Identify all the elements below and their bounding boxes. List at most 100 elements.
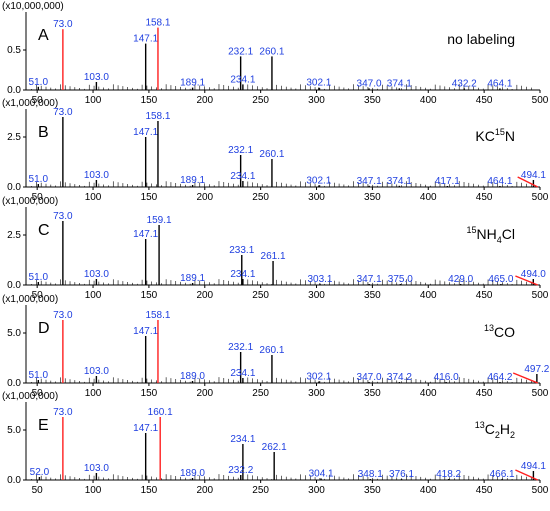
peak-label-464.1: 464.1 — [487, 78, 512, 89]
x-tick-label: 350 — [364, 290, 381, 301]
x-tick-label: 300 — [308, 95, 325, 106]
peak-label-189.1: 189.1 — [180, 78, 205, 89]
x-tick-label: 350 — [364, 485, 381, 496]
x-tick-label: 100 — [85, 388, 102, 399]
peak-label-232.2: 232.2 — [228, 465, 253, 476]
peak-label-465.0: 465.0 — [488, 274, 513, 285]
x-tick-label: 50 — [32, 192, 44, 203]
peak-label-232.1: 232.1 — [228, 342, 253, 353]
x-tick-label: 450 — [476, 290, 493, 301]
x-tick-label: 450 — [476, 192, 493, 203]
x-tick-label: 350 — [364, 388, 381, 399]
peak-label-234.1: 234.1 — [230, 74, 255, 85]
peak-label-160.1: 160.1 — [148, 407, 173, 418]
peak-label-147.1: 147.1 — [133, 326, 158, 337]
y-tick-label: 0.0 — [7, 182, 21, 193]
peak-label-147.1: 147.1 — [133, 34, 158, 45]
peak-label-262.1: 262.1 — [262, 442, 287, 453]
x-tick-label: 400 — [420, 485, 437, 496]
peak-label-376.1: 376.1 — [389, 469, 414, 480]
x-tick-label: 250 — [252, 388, 269, 399]
peak-label-51.0: 51.0 — [29, 370, 49, 381]
x-tick-label: 50 — [32, 485, 44, 496]
peak-label-234.1: 234.1 — [230, 368, 255, 379]
x-tick-label: 500 — [532, 95, 549, 106]
labeling-annotation: 13CO — [484, 323, 515, 340]
panel-letter: B — [38, 124, 49, 141]
baseline-noise — [31, 84, 532, 90]
peak-label-494.0: 494.0 — [521, 269, 546, 280]
x-tick-label: 100 — [85, 192, 102, 203]
x-tick-label: 150 — [141, 192, 158, 203]
baseline-noise — [31, 474, 532, 480]
y-scale-label: (x10,000,000) — [2, 1, 64, 12]
x-tick-label: 500 — [532, 485, 549, 496]
x-tick-label: 500 — [532, 290, 549, 301]
red-trend-line — [512, 372, 539, 384]
baseline-noise — [31, 181, 532, 187]
x-tick-label: 300 — [308, 192, 325, 203]
x-tick-label: 450 — [476, 95, 493, 106]
peak-label-51.0: 51.0 — [29, 77, 49, 88]
y-scale-label: (x1,000,000) — [2, 196, 58, 207]
peak-label-103.0: 103.0 — [84, 72, 109, 83]
y-tick-label: 0.0 — [7, 85, 21, 96]
panel-letter: A — [38, 27, 49, 44]
peak-label-303.1: 303.1 — [307, 274, 332, 285]
peak-label-73.0: 73.0 — [53, 19, 73, 30]
peak-label-466.1: 466.1 — [490, 469, 515, 480]
x-tick-label: 200 — [196, 290, 213, 301]
peak-label-234.1: 234.1 — [230, 171, 255, 182]
x-tick-label: 100 — [85, 290, 102, 301]
peak-label-347.0: 347.0 — [357, 78, 382, 89]
y-scale-label: (x1,000,000) — [2, 294, 58, 305]
peak-label-234.1: 234.1 — [230, 269, 255, 280]
panel-letter: E — [38, 417, 49, 434]
y-tick-label: 2.5 — [7, 230, 21, 241]
x-tick-label: 250 — [252, 95, 269, 106]
x-tick-label: 50 — [32, 388, 44, 399]
peak-label-347.1: 347.1 — [357, 176, 382, 187]
peak-label-302.1: 302.1 — [306, 372, 331, 383]
spectrum-panel-b: (x1,000,000) 0.0 2.5 50 100 150 200 250 300 350 40… — [2, 98, 549, 203]
y-tick-label: 0.0 — [7, 378, 21, 389]
x-tick-label: 100 — [85, 485, 102, 496]
peak-label-464.2: 464.2 — [487, 372, 512, 383]
x-tick-label: 250 — [252, 485, 269, 496]
peak-label-147.1: 147.1 — [133, 127, 158, 138]
x-tick-label: 300 — [308, 290, 325, 301]
labeling-annotation: KC15N — [475, 127, 515, 144]
peak-label-347.1: 347.1 — [357, 274, 382, 285]
spectrum-panel-d: (x1,000,000) 0.0 5.0 50 100 150 200 250 300 350 40… — [2, 294, 550, 399]
baseline-noise — [31, 377, 532, 383]
peak-label-158.1: 158.1 — [145, 18, 170, 29]
x-tick-label: 200 — [196, 388, 213, 399]
peak-label-260.1: 260.1 — [259, 345, 284, 356]
peak-label-416.0: 416.0 — [434, 372, 459, 383]
peak-label-189.1: 189.1 — [180, 175, 205, 186]
x-tick-label: 150 — [141, 95, 158, 106]
spectrum-panel-a: (x10,000,000) 0.0 0.5 50 100 150 200 250 300 350 4… — [2, 1, 549, 106]
x-tick-label: 50 — [32, 290, 44, 301]
peak-label-73.0: 73.0 — [53, 310, 73, 321]
peak-label-232.1: 232.1 — [228, 46, 253, 57]
peak-label-494.1: 494.1 — [521, 461, 546, 472]
peak-label-51.0: 51.0 — [29, 174, 49, 185]
y-scale-label: (x1,000,000) — [2, 98, 58, 109]
peak-label-234.1: 234.1 — [230, 434, 255, 445]
peak-label-418.2: 418.2 — [436, 469, 461, 480]
peak-label-302.1: 302.1 — [306, 78, 331, 89]
peak-label-158.1: 158.1 — [145, 111, 170, 122]
peak-label-374.1: 374.1 — [387, 78, 412, 89]
x-tick-label: 200 — [196, 192, 213, 203]
x-tick-label: 500 — [532, 388, 549, 399]
x-tick-label: 150 — [141, 485, 158, 496]
x-tick-label: 300 — [308, 388, 325, 399]
peak-label-429.0: 429.0 — [448, 274, 473, 285]
peak-label-73.0: 73.0 — [53, 407, 73, 418]
x-tick-label: 400 — [420, 388, 437, 399]
peak-label-432.2: 432.2 — [452, 78, 477, 89]
peak-label-189.0: 189.0 — [180, 468, 205, 479]
